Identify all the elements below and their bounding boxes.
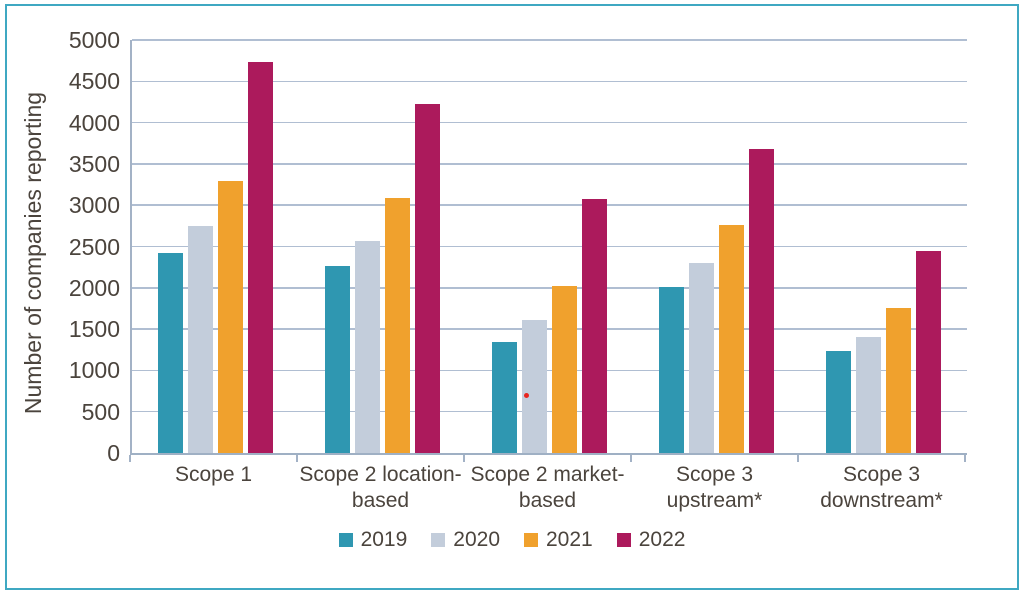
y-axis-tick-label: 2500: [68, 233, 120, 260]
category-label: Scope 2 market- based: [470, 463, 625, 512]
bar-group: [633, 40, 800, 453]
bar: [826, 351, 851, 453]
legend-item: 2022: [616, 528, 686, 552]
stray-red-dot: [524, 392, 529, 398]
bar: [492, 341, 517, 453]
category-label: Scope 3 upstream*: [666, 463, 763, 512]
legend-swatch-icon: [524, 533, 538, 547]
category-label: Scope 1: [174, 463, 253, 486]
y-axis-tick-label: 3000: [68, 192, 120, 219]
bar: [916, 250, 941, 453]
bar: [522, 320, 547, 453]
legend-item: 2021: [524, 528, 593, 552]
gridline: [132, 80, 967, 83]
legend-item: 2019: [338, 528, 408, 552]
bar: [582, 198, 607, 453]
gridline: [132, 410, 967, 413]
bar: [689, 263, 714, 453]
legend-label: 2020: [453, 528, 500, 551]
gridline: [132, 121, 967, 124]
y-axis-tick-label: 3500: [68, 150, 120, 177]
x-axis-tick: [463, 455, 465, 462]
bar: [415, 103, 440, 453]
bar-group: [299, 40, 466, 453]
legend-swatch-icon: [616, 533, 631, 547]
gridline: [132, 163, 967, 165]
gridline: [132, 328, 967, 330]
bar: [158, 253, 183, 453]
gridline: [132, 369, 967, 372]
chart-legend: 2019 2020 2021 2022: [0, 528, 1024, 552]
bar: [188, 225, 213, 453]
legend-label: 2019: [360, 528, 408, 551]
bar: [719, 225, 744, 453]
bar: [749, 149, 774, 453]
bar: [355, 240, 380, 453]
y-axis-tick-label: 4500: [68, 68, 120, 95]
gridline: [132, 287, 967, 289]
gridline: [132, 245, 967, 248]
bar: [325, 266, 350, 453]
y-axis-tick-labels: 0 500 1000 1500 2000 2500 3000 3500 4000 4500 5000: [28, 27, 120, 466]
x-axis-tick: [964, 455, 966, 462]
bar: [552, 286, 577, 453]
bar: [248, 62, 273, 453]
legend-label: 2021: [546, 528, 593, 551]
bar: [856, 337, 881, 453]
legend-swatch-icon: [338, 533, 353, 547]
x-axis-tick: [797, 455, 799, 462]
x-axis-tick: [129, 455, 131, 462]
category-label: Scope 3 downstream*: [820, 463, 943, 512]
gridline: [132, 204, 967, 206]
bar: [218, 181, 243, 453]
y-axis-tick-label: 2000: [68, 274, 120, 301]
legend-label: 2022: [638, 528, 686, 551]
gridline: [132, 39, 967, 41]
legend-item: 2020: [431, 528, 500, 552]
bar-group: [800, 40, 967, 453]
bar-group: [132, 40, 299, 453]
bar: [886, 307, 911, 453]
legend-swatch-icon: [431, 533, 446, 547]
bar: [385, 197, 410, 453]
y-axis-tick-label: 0: [107, 440, 120, 466]
category-label: Scope 2 location- based: [299, 463, 462, 512]
x-axis-tick: [630, 455, 632, 462]
y-axis-tick-label: 500: [81, 398, 120, 425]
x-axis-tick: [296, 455, 298, 462]
y-axis-tick-label: 5000: [68, 27, 120, 53]
y-axis-tick-label: 1000: [68, 357, 120, 384]
bar-group: [466, 40, 633, 453]
bar: [659, 286, 684, 453]
y-axis-tick-label: 4000: [68, 109, 120, 136]
y-axis-tick-label: 1500: [68, 316, 120, 343]
plot-area: [130, 39, 967, 455]
